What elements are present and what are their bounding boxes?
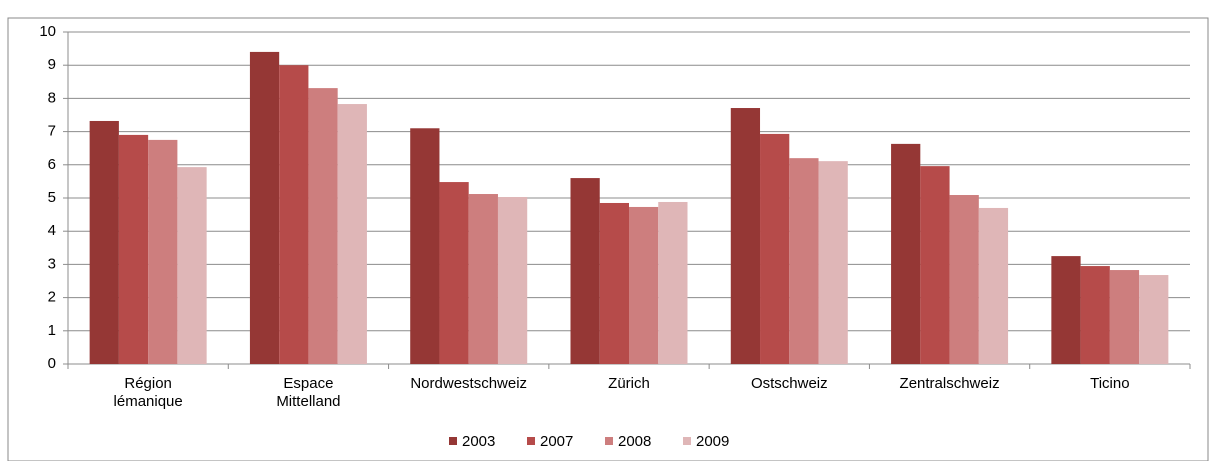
bar xyxy=(1139,275,1169,364)
y-tick-label: 0 xyxy=(48,355,56,372)
bar xyxy=(118,134,149,364)
bar xyxy=(760,133,790,364)
bar xyxy=(920,166,950,364)
x-tick-label: Zürich xyxy=(608,375,650,392)
x-tick-label: Zentralschweiz xyxy=(899,375,1000,392)
bar xyxy=(410,128,440,364)
bar xyxy=(570,178,600,364)
y-tick-label: 3 xyxy=(48,255,56,272)
bar xyxy=(658,201,688,364)
x-tick-label: Région lémanique xyxy=(113,375,183,410)
legend-swatch xyxy=(683,437,691,445)
bar xyxy=(1051,256,1081,364)
legend-label: 2003 xyxy=(462,433,495,450)
x-tick-label: Ticino xyxy=(1090,375,1130,392)
y-tick-label: 7 xyxy=(48,123,56,140)
bar xyxy=(249,51,280,365)
y-tick-label: 6 xyxy=(48,156,56,173)
x-tick-label: Espace Mittelland xyxy=(276,375,341,410)
y-tick-label: 1 xyxy=(48,322,56,339)
legend-label: 2009 xyxy=(696,433,729,450)
bar xyxy=(730,108,761,364)
bar xyxy=(148,139,178,364)
y-tick-label: 5 xyxy=(48,189,56,206)
bar xyxy=(891,143,921,364)
frame xyxy=(7,17,1209,461)
bar xyxy=(949,195,979,364)
x-tick-label: Nordwestschweiz xyxy=(410,375,528,392)
bar xyxy=(789,158,819,364)
bar xyxy=(599,202,629,364)
bar xyxy=(818,161,848,364)
bar xyxy=(1109,270,1140,364)
bar xyxy=(497,197,528,364)
bar xyxy=(89,120,119,364)
y-tick-label: 9 xyxy=(48,56,56,73)
y-tick-label: 10 xyxy=(39,23,56,40)
legend-label: 2007 xyxy=(540,433,573,450)
bar xyxy=(1080,266,1110,364)
bar xyxy=(337,104,367,364)
bar xyxy=(279,65,309,364)
legend-swatch xyxy=(605,437,613,445)
legend-swatch xyxy=(449,437,457,445)
x-tick-label: Ostschweiz xyxy=(750,375,828,392)
legend-swatch xyxy=(527,437,535,445)
y-tick-label: 8 xyxy=(48,89,56,106)
y-tick-label: 2 xyxy=(48,289,56,306)
bar xyxy=(629,206,659,364)
legend-label: 2008 xyxy=(618,433,651,450)
bar xyxy=(308,88,338,364)
bar xyxy=(177,167,207,364)
y-tick-label: 4 xyxy=(48,222,56,239)
bar xyxy=(439,182,469,364)
bar xyxy=(978,207,1009,364)
bar xyxy=(468,194,498,364)
